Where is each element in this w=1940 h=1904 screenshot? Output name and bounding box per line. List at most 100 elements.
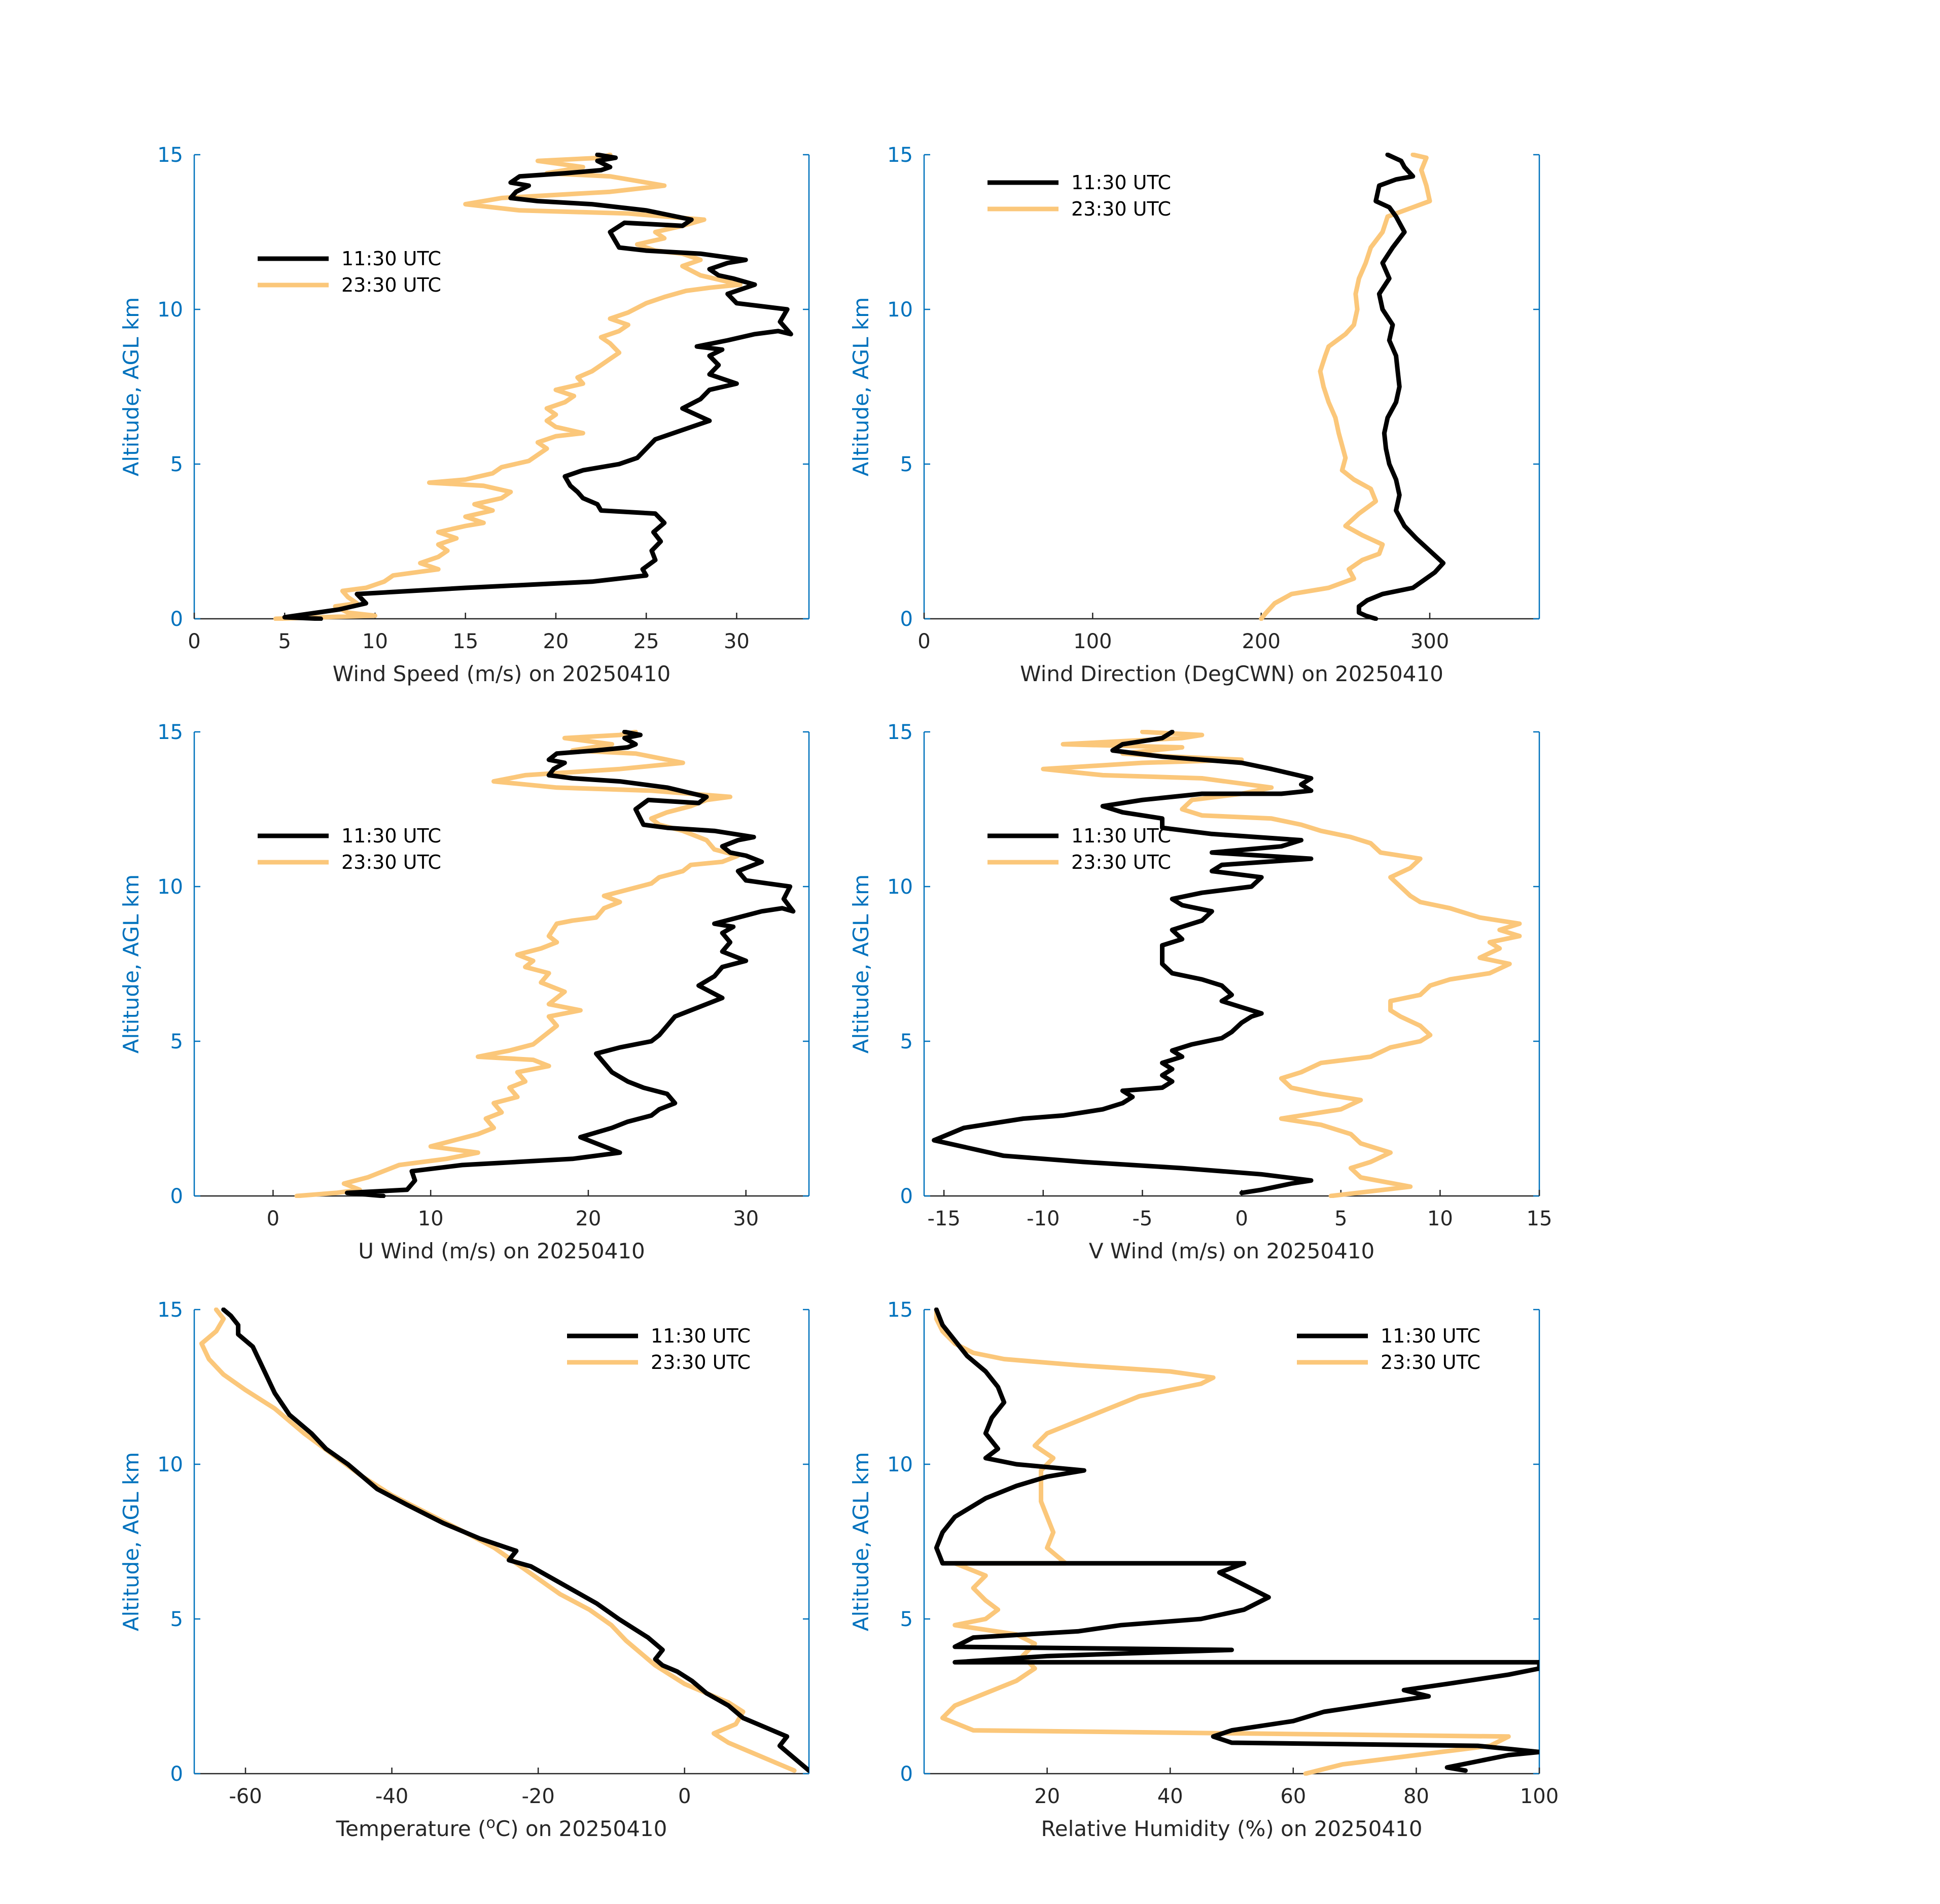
x-tick-label: 15 xyxy=(452,630,478,653)
y-tick-label: 5 xyxy=(900,1608,913,1631)
y-tick-label: 5 xyxy=(170,1030,183,1053)
x-tick-label: 20 xyxy=(543,630,569,653)
x-tick-label: 25 xyxy=(633,630,659,653)
series-line-1 xyxy=(221,1308,809,1773)
series-line-1 xyxy=(1356,153,1446,621)
legend-label-1: 11:30 UTC xyxy=(1381,1325,1480,1347)
x-tick-label: -60 xyxy=(229,1785,262,1808)
y-tick-label: 5 xyxy=(900,1030,913,1053)
series-line-2 xyxy=(1259,153,1432,621)
x-tick-label: 100 xyxy=(1520,1785,1559,1808)
y-tick-label: 15 xyxy=(157,721,183,744)
legend: 11:30 UTC 23:30 UTC xyxy=(258,825,441,873)
x-tick-label: -20 xyxy=(521,1785,554,1808)
y-tick-label: 5 xyxy=(170,1608,183,1631)
x-tick-label: 40 xyxy=(1157,1785,1183,1808)
x-tick-label: 20 xyxy=(1034,1785,1060,1808)
x-tick-label: 0 xyxy=(678,1785,691,1808)
panel-wind-speed: 0 5 10 15 0 5 10 15 20 25 30 Wind Speed (m/s) on 20… xyxy=(119,144,810,686)
y-axis-label: Altitude, AGL km xyxy=(119,874,144,1053)
series-line-2 xyxy=(273,153,743,621)
x-tick-label: 5 xyxy=(278,630,291,653)
y-tick-label: 0 xyxy=(900,1762,913,1786)
y-axis-label: Altitude, AGL km xyxy=(119,1452,144,1631)
x-tick-label: 10 xyxy=(1427,1207,1453,1230)
y-tick-label: 5 xyxy=(900,453,913,476)
legend-label-2: 23:30 UTC xyxy=(1071,851,1171,873)
x-tick-label: -40 xyxy=(375,1785,408,1808)
y-axis-label: Altitude, AGL km xyxy=(849,1452,873,1631)
x-axis-label: Relative Humidity (%) on 20250410 xyxy=(1041,1816,1423,1841)
x-tick-label: 80 xyxy=(1403,1785,1429,1808)
x-tick-label: 20 xyxy=(575,1207,601,1230)
legend-label-2: 23:30 UTC xyxy=(341,274,441,296)
x-tick-label: 0 xyxy=(267,1207,279,1230)
legend-label-1: 11:30 UTC xyxy=(341,825,441,847)
x-tick-label: 60 xyxy=(1280,1785,1306,1808)
y-axis-label: Altitude, AGL km xyxy=(849,297,873,476)
x-tick-label: 0 xyxy=(918,630,930,653)
legend: 11:30 UTC 23:30 UTC xyxy=(567,1325,751,1373)
panel-v-wind: 0 5 10 15 -15 -10 -5 0 5 10 15 V Wind (m/s) on 2025… xyxy=(849,721,1552,1263)
x-tick-label: -5 xyxy=(1132,1207,1152,1230)
legend-label-1: 11:30 UTC xyxy=(651,1325,751,1347)
y-tick-label: 15 xyxy=(887,1298,913,1322)
y-tick-label: 10 xyxy=(887,298,913,322)
x-tick-label: 300 xyxy=(1410,630,1449,653)
x-tick-label: 0 xyxy=(188,630,200,653)
x-tick-label: 15 xyxy=(1527,1207,1553,1230)
legend-label-1: 11:30 UTC xyxy=(1071,825,1171,847)
x-axis-label: Temperature (oC) on 20250410 xyxy=(336,1814,667,1841)
x-tick-label: 200 xyxy=(1242,630,1280,653)
y-tick-label: 5 xyxy=(170,453,183,476)
legend-label-2: 23:30 UTC xyxy=(651,1351,751,1373)
y-tick-label: 0 xyxy=(170,1762,183,1786)
y-tick-label: 0 xyxy=(170,1185,183,1208)
series-line-1 xyxy=(932,730,1314,1195)
series-line-1 xyxy=(282,153,793,621)
y-tick-label: 10 xyxy=(887,1453,913,1476)
x-tick-label: 0 xyxy=(1235,1207,1248,1230)
legend: 11:30 UTC 23:30 UTC xyxy=(987,171,1171,220)
y-axis-label: Altitude, AGL km xyxy=(849,874,873,1053)
legend: 11:30 UTC 23:30 UTC xyxy=(1297,1325,1480,1373)
series-line-2 xyxy=(294,730,740,1198)
legend-label-2: 23:30 UTC xyxy=(341,851,441,873)
y-tick-label: 10 xyxy=(887,875,913,899)
legend-label-1: 11:30 UTC xyxy=(341,248,441,270)
x-axis-label: Wind Speed (m/s) on 20250410 xyxy=(333,661,671,686)
y-tick-label: 10 xyxy=(157,298,183,322)
legend-label-2: 23:30 UTC xyxy=(1381,1351,1480,1373)
x-tick-label: 30 xyxy=(733,1207,759,1230)
x-tick-label: 10 xyxy=(418,1207,444,1230)
x-tick-label: -10 xyxy=(1027,1207,1060,1230)
panel-u-wind: 0 10 5 15 0 10 20 30 U Wind (m/s) on 20250410 Alt… xyxy=(119,721,810,1263)
y-tick-label: 0 xyxy=(900,608,913,631)
panel-wind-direction: 0 5 10 15 0 100 200 300 Wind Direction (DegCWN) … xyxy=(849,144,1540,686)
x-tick-label: -15 xyxy=(927,1207,960,1230)
y-tick-label: 10 xyxy=(157,875,183,899)
series-line-2 xyxy=(1041,730,1522,1198)
legend-label-2: 23:30 UTC xyxy=(1071,198,1171,220)
x-tick-label: 100 xyxy=(1073,630,1112,653)
series-line-1 xyxy=(344,730,796,1198)
x-tick-label: 5 xyxy=(1334,1207,1347,1230)
panel-relative-humidity: 0 5 10 15 20 40 60 80 100 Relative Humidity (%) o… xyxy=(849,1298,1559,1841)
y-axis-label: Altitude, AGL km xyxy=(119,297,144,476)
y-tick-label: 10 xyxy=(157,1453,183,1476)
x-axis-label: Wind Direction (DegCWN) on 20250410 xyxy=(1020,661,1443,686)
legend-label-1: 11:30 UTC xyxy=(1071,171,1171,194)
series-line-1 xyxy=(934,1308,1539,1773)
series-line-2 xyxy=(199,1308,797,1773)
series-line-2 xyxy=(934,1308,1511,1776)
y-tick-label: 15 xyxy=(157,1298,183,1322)
y-tick-label: 15 xyxy=(157,144,183,167)
legend: 11:30 UTC 23:30 UTC xyxy=(987,825,1171,873)
x-axis-label: V Wind (m/s) on 20250410 xyxy=(1089,1239,1375,1263)
y-tick-label: 0 xyxy=(170,608,183,631)
y-tick-label: 15 xyxy=(887,144,913,167)
legend: 11:30 UTC 23:30 UTC xyxy=(258,248,441,296)
x-axis-label: U Wind (m/s) on 20250410 xyxy=(358,1239,645,1263)
